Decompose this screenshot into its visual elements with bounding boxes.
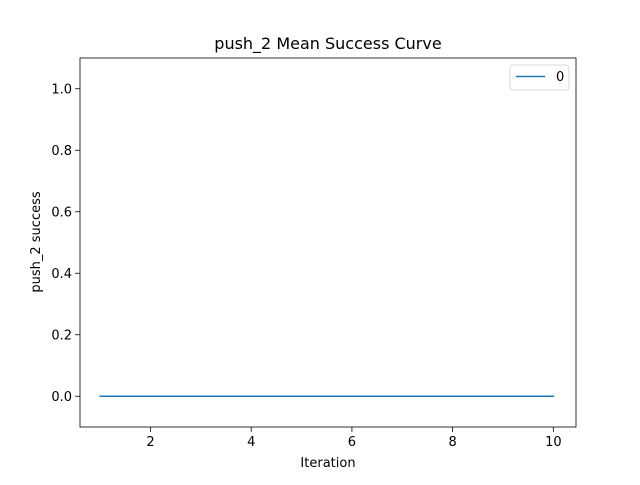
x-tick-label: 2 (146, 435, 154, 450)
y-tick-label: 0.4 (51, 267, 72, 282)
legend: 0 (509, 64, 570, 91)
y-axis-label: push_2 success (29, 191, 44, 292)
y-tick-label: 0.0 (51, 390, 72, 405)
x-tick-label: 10 (545, 435, 562, 450)
y-tick-label: 0.6 (51, 205, 72, 220)
x-axis-label: Iteration (300, 456, 355, 471)
x-tick-label: 6 (348, 435, 356, 450)
y-tick-label: 0.8 (51, 144, 72, 159)
legend-box (509, 64, 570, 91)
x-tick-label: 8 (448, 435, 456, 450)
plot-frame (79, 57, 577, 428)
y-tick-label: 1.0 (51, 82, 72, 97)
x-tick-label: 4 (247, 435, 255, 450)
legend-label: 0 (556, 70, 564, 85)
plot-area: 2 4 6 8 10 0.0 0.2 0.4 0.6 0.8 1.0 (51, 57, 577, 450)
y-tick-label: 0.2 (51, 328, 72, 343)
chart-title: push_2 Mean Success Curve (214, 34, 441, 54)
